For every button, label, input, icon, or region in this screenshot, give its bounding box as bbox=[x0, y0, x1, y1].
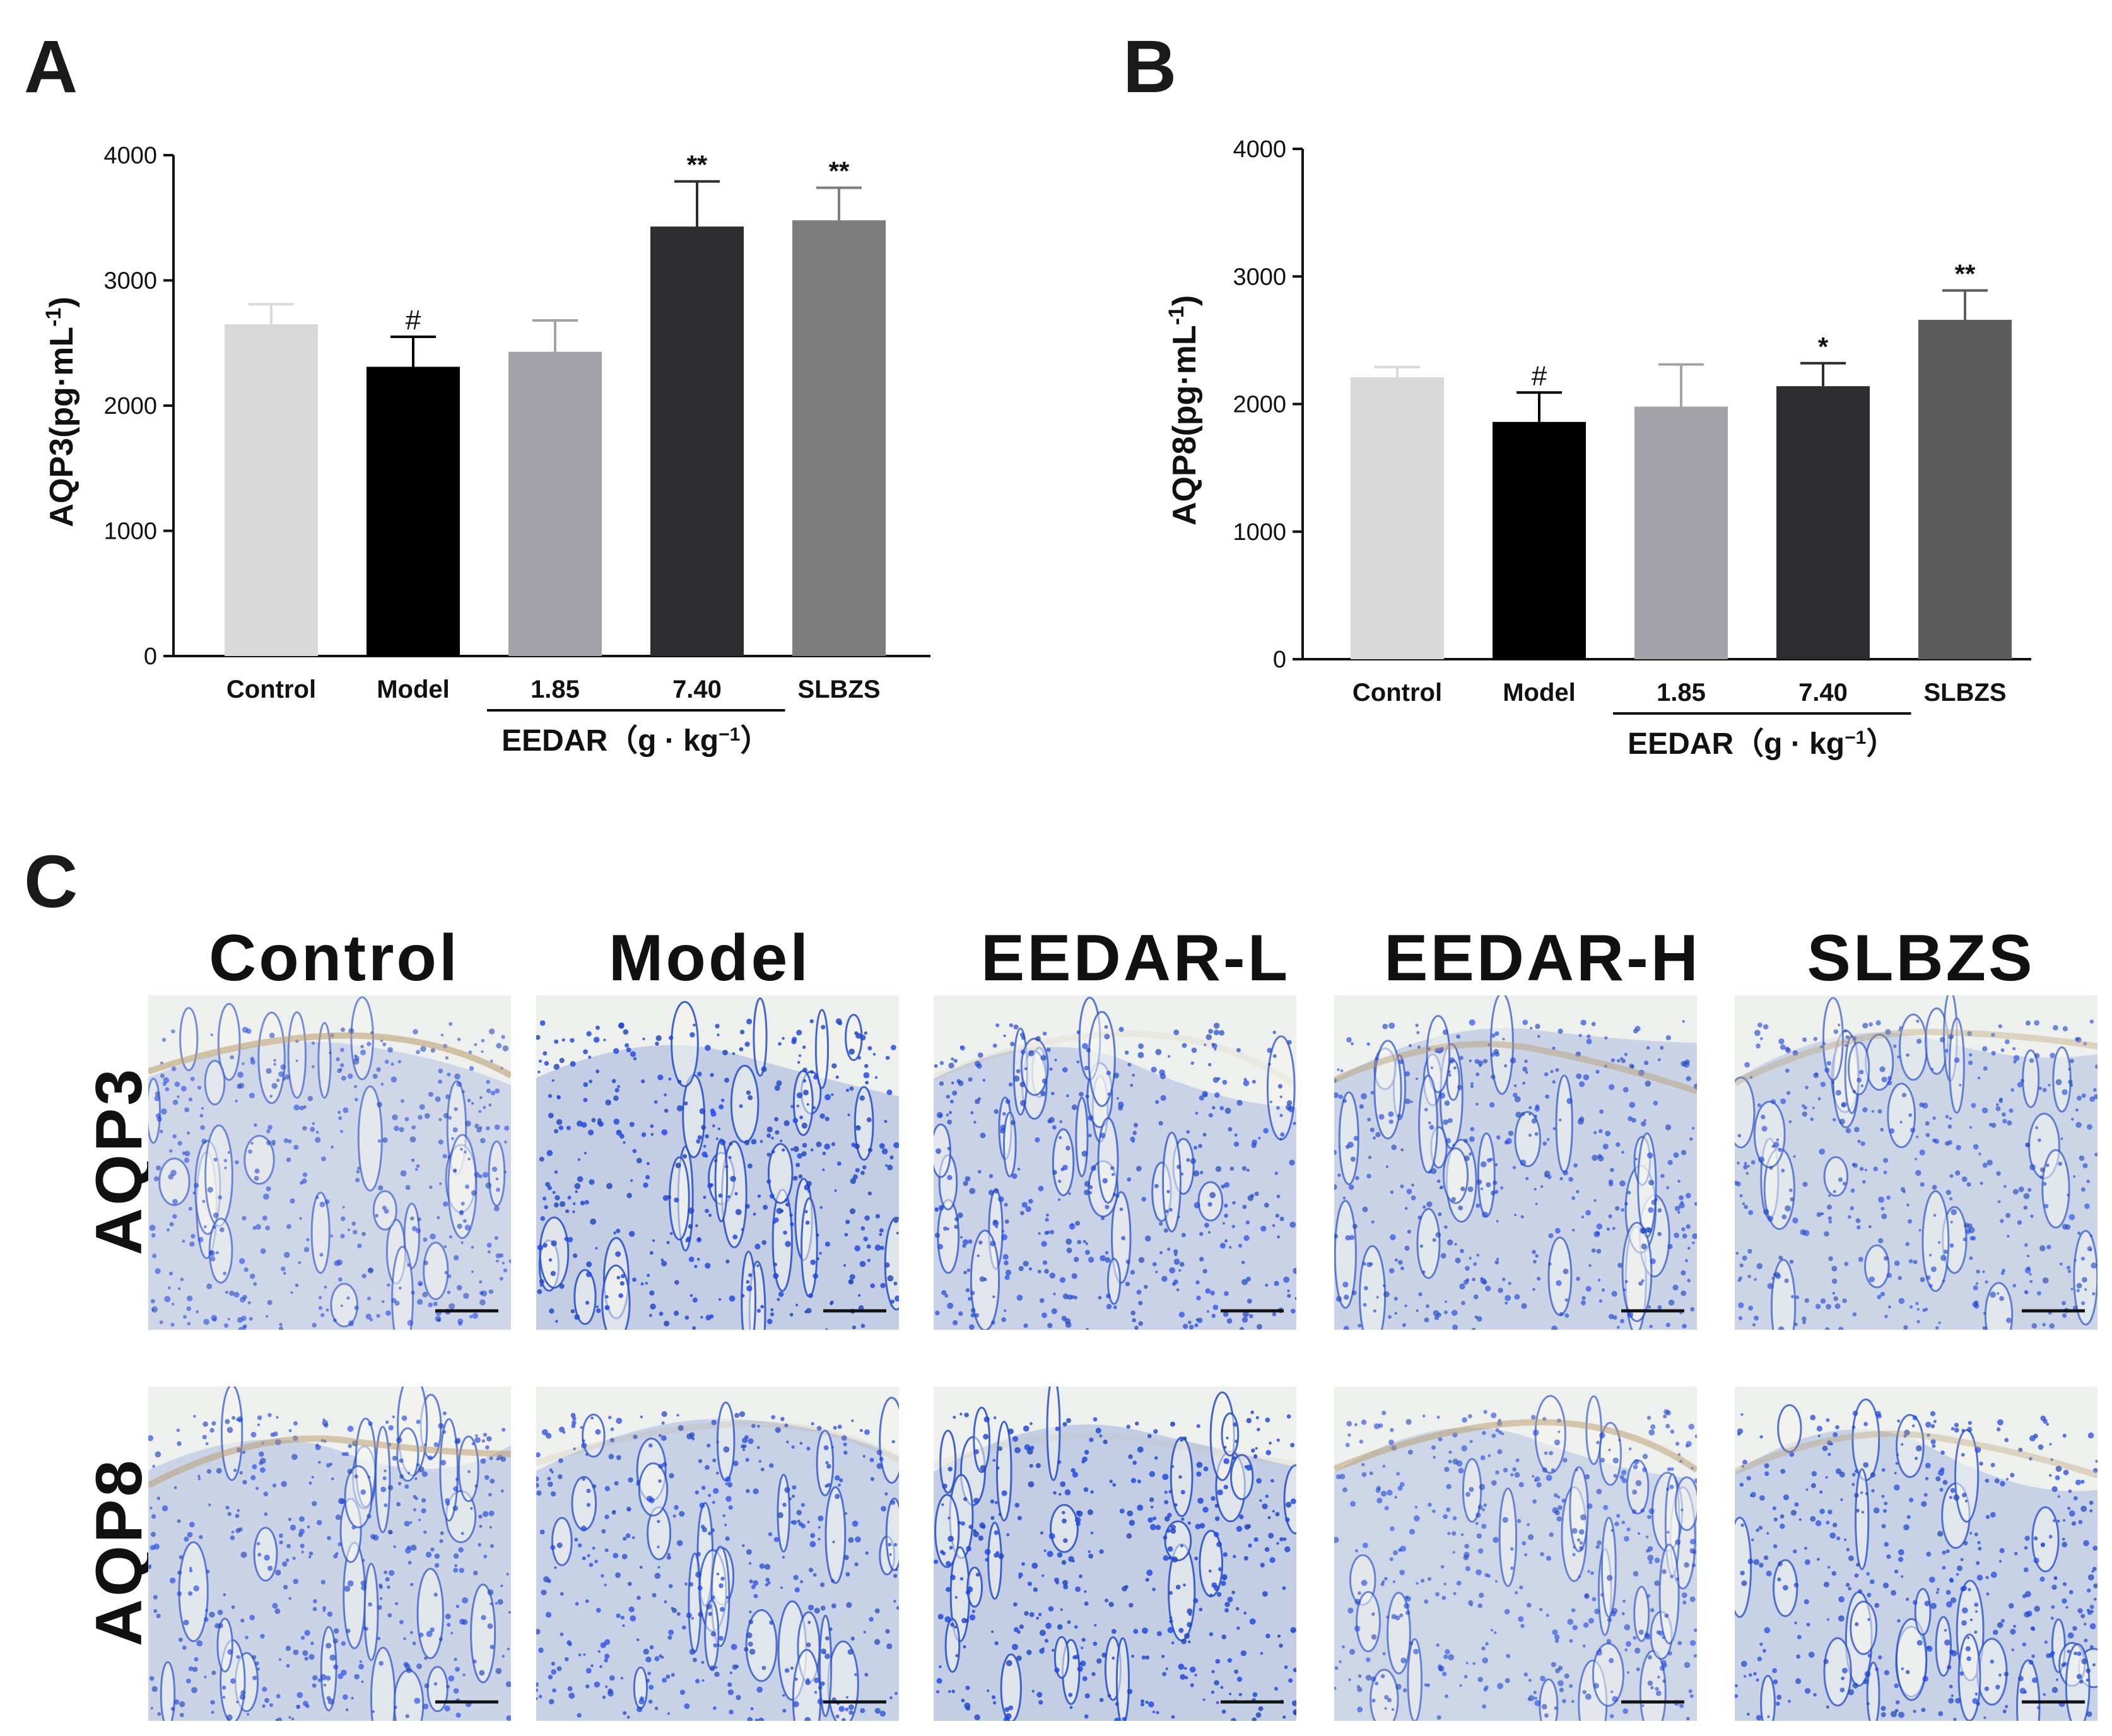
y-tick-label: 0 bbox=[1273, 647, 1286, 673]
x-tick-label: 1.85 bbox=[1657, 679, 1706, 707]
significance-marker: ** bbox=[829, 156, 850, 186]
x-tick-label: 7.40 bbox=[1798, 679, 1848, 707]
panel-label-a: A bbox=[24, 25, 78, 108]
col-label-model: Model bbox=[608, 922, 811, 995]
y-tick-label: 2000 bbox=[1233, 392, 1286, 418]
col-label-slbzs: SLBZS bbox=[1807, 922, 2035, 995]
group-label-eedar: EEDAR（g · kg−1） bbox=[1628, 727, 1896, 761]
bar-slbzs bbox=[792, 220, 886, 657]
micrograph-aqp3-eedar-l bbox=[934, 995, 1296, 1330]
micrograph-aqp8-slbzs bbox=[1735, 1387, 2097, 1721]
col-label-eedar-l: EEDAR-L bbox=[980, 922, 1291, 995]
bar-1-85 bbox=[1634, 406, 1728, 659]
x-tick-label: Model bbox=[1503, 679, 1576, 707]
x-tick-label: SLBZS bbox=[1923, 679, 2006, 707]
micrograph-aqp3-slbzs bbox=[1735, 995, 2097, 1330]
y-tick-label: 4000 bbox=[1233, 136, 1286, 163]
col-label-control: Control bbox=[209, 922, 460, 995]
micrograph-aqp8-control bbox=[148, 1387, 511, 1721]
x-tick-label: Control bbox=[226, 676, 316, 703]
significance-marker: # bbox=[1532, 360, 1547, 391]
col-label-eedar-h: EEDAR-H bbox=[1384, 922, 1701, 995]
y-tick-label: 2000 bbox=[103, 393, 157, 419]
micrograph-aqp3-control bbox=[148, 995, 511, 1330]
panel-label-b: B bbox=[1123, 25, 1177, 108]
micrograph-aqp8-eedar-l bbox=[934, 1387, 1296, 1721]
y-tick-label: 3000 bbox=[1233, 264, 1286, 290]
y-axis-label: AQP3(pg·mL-1) bbox=[42, 296, 80, 527]
bar-1-85 bbox=[508, 351, 602, 656]
bar-slbzs bbox=[1918, 320, 2012, 659]
chart-b-aqp8: 0 1000 2000 3000 4000 AQP8(pg·mL-1) Control # Mo… bbox=[1165, 136, 2031, 761]
significance-marker: # bbox=[406, 305, 421, 336]
group-label-eedar: EEDAR（g · kg−1） bbox=[502, 724, 770, 758]
row-label-aqp3: AQP3 bbox=[83, 1066, 156, 1255]
y-tick-label: 1000 bbox=[103, 519, 157, 545]
micrograph-aqp8-eedar-h bbox=[1334, 1387, 1697, 1721]
x-tick-label: 7.40 bbox=[672, 676, 722, 703]
bar-control bbox=[1351, 377, 1444, 659]
significance-marker: ** bbox=[687, 150, 708, 180]
panel-label-c: C bbox=[24, 840, 78, 924]
bar-model bbox=[367, 367, 460, 656]
chart-a-aqp3: 0 1000 2000 3000 4000 AQP3(pg·mL-1) Control # Mo… bbox=[42, 143, 930, 758]
row-label-aqp8: AQP8 bbox=[83, 1457, 156, 1646]
bar-control bbox=[225, 324, 318, 656]
y-tick-label: 4000 bbox=[103, 143, 157, 169]
significance-marker: * bbox=[1818, 332, 1829, 361]
bar-7-40 bbox=[650, 226, 744, 656]
y-tick-label: 1000 bbox=[1233, 519, 1286, 546]
micrograph-aqp3-eedar-h bbox=[1334, 995, 1697, 1330]
y-axis-label: AQP8(pg·mL-1) bbox=[1165, 295, 1203, 525]
y-tick-label: 0 bbox=[144, 643, 157, 670]
x-tick-label: SLBZS bbox=[797, 676, 880, 703]
significance-marker: ** bbox=[1955, 259, 1976, 288]
bar-7-40 bbox=[1776, 386, 1870, 659]
x-tick-label: 1.85 bbox=[531, 676, 580, 703]
micrograph-aqp8-model bbox=[536, 1387, 899, 1721]
x-tick-label: Model bbox=[377, 676, 450, 703]
bar-model bbox=[1493, 421, 1586, 659]
micrograph-aqp3-model bbox=[536, 995, 899, 1330]
y-tick-label: 3000 bbox=[103, 268, 157, 295]
x-tick-label: Control bbox=[1352, 679, 1442, 707]
